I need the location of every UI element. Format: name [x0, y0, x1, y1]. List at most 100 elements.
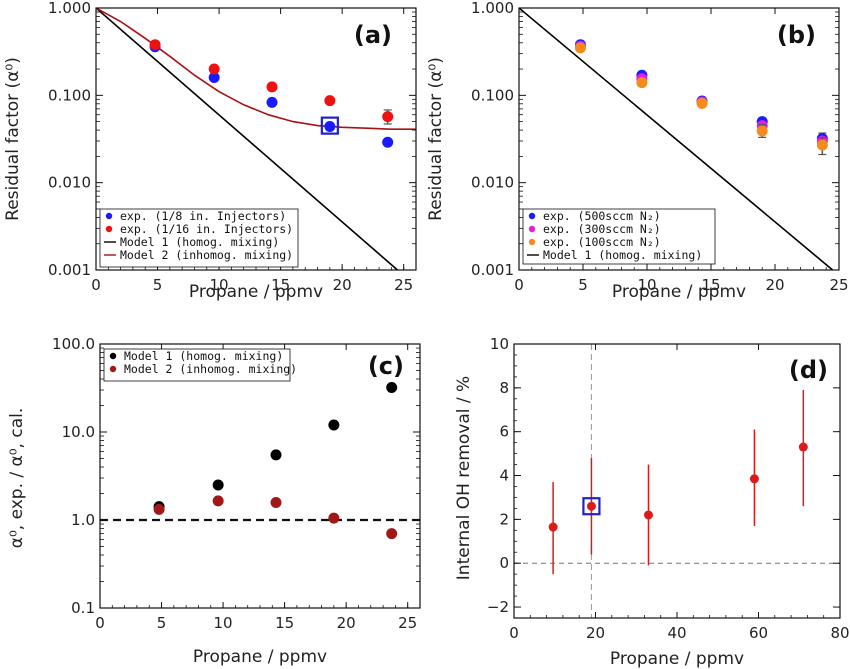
legend-label: Model 2 (inhomog. mixing) [124, 362, 297, 376]
data-point [756, 125, 768, 137]
x-tick-label: 15 [701, 276, 720, 294]
panel-b-legend-box [522, 208, 716, 265]
data-point [208, 72, 220, 84]
data-point [574, 42, 586, 54]
panel-b-ylabel: Residual factor (α⁰) [426, 57, 446, 221]
panel-c-label: (c) [368, 352, 404, 380]
data-point [586, 501, 596, 511]
legend-marker [105, 225, 113, 233]
legend-marker [528, 225, 536, 233]
x-tick-label: 0 [514, 276, 524, 294]
panel-c-ylabel: α⁰, exp. / α⁰, cal. [7, 408, 27, 549]
data-point [212, 479, 224, 491]
legend-marker [109, 365, 117, 373]
legend-label: exp. (500sccm N₂) [543, 209, 661, 223]
y-tick-label: 1.000 [48, 0, 91, 17]
legend-marker [105, 212, 113, 220]
panel-a-xlabel: Propane / ppmv [189, 282, 323, 302]
panel-b-marks [519, 8, 834, 270]
panel-d-marks [514, 344, 840, 618]
panel-b-ticks: 0 5 10 15 20 25 0.001 0.010 0.100 1.000 [471, 0, 849, 294]
panel-c-legend-box [103, 348, 291, 382]
series-line [519, 8, 834, 270]
y-tick-label: 1.0 [71, 511, 95, 529]
x-tick-label: 40 [667, 624, 686, 642]
panel-b-xlabel: Propane / ppmv [612, 282, 746, 302]
data-point [328, 512, 340, 524]
series-line [96, 8, 416, 130]
panel-d-label: (d) [789, 356, 828, 384]
data-point [153, 503, 165, 515]
y-tick-label: 4 [499, 467, 509, 485]
legend-marker [109, 352, 117, 360]
legend-marker [528, 212, 536, 220]
y-tick-label: 1.000 [471, 0, 514, 17]
panel-b-label: (b) [777, 21, 816, 49]
x-tick-label: 5 [153, 276, 163, 294]
y-tick-label: 10 [490, 335, 509, 353]
data-point [382, 136, 394, 148]
x-tick-label: 20 [337, 614, 356, 632]
panel-b-legend: exp. (500sccm N₂)exp. (300sccm N₂)exp. (… [522, 208, 716, 265]
legend-label: exp. (300sccm N₂) [543, 222, 661, 236]
x-tick-label: 10 [637, 276, 656, 294]
legend-label: Model 1 (homog. mixing) [120, 235, 279, 249]
data-point [270, 449, 282, 461]
legend-label: exp. (1/8 in. Injectors) [120, 209, 286, 223]
legend-label: Model 1 (homog. mixing) [124, 349, 283, 363]
data-point [266, 81, 278, 93]
legend-label: exp. (1/16 in. Injectors) [120, 222, 293, 236]
panel-a-legend: exp. (1/8 in. Injectors)exp. (1/16 in. I… [99, 208, 299, 268]
x-tick-label: 15 [275, 614, 294, 632]
x-tick-label: 20 [765, 276, 784, 294]
x-tick-label: 0 [91, 276, 101, 294]
data-point [212, 495, 224, 507]
y-tick-label: 8 [499, 379, 509, 397]
series-line [96, 8, 399, 270]
panel-c-frame [99, 343, 421, 609]
y-tick-label: −2 [487, 598, 509, 616]
panel-c-marks [100, 382, 420, 540]
panel-c-xlabel: Propane / ppmv [193, 647, 327, 667]
x-tick-label: 10 [214, 614, 233, 632]
data-point [548, 522, 558, 532]
panel-c-ticks: 0 5 10 15 20 25 0.1 1.0 10.0 100.0 [52, 335, 421, 632]
y-tick-label: 10.0 [62, 423, 95, 441]
x-tick-label: 0 [95, 614, 105, 632]
legend-label: Model 2 (inhomog. mixing) [120, 248, 293, 262]
panel-d-frame [513, 343, 841, 619]
x-tick-label: 25 [829, 276, 848, 294]
y-tick-label: 100.0 [52, 335, 95, 353]
x-tick-label: 5 [578, 276, 588, 294]
data-point [696, 97, 708, 109]
x-tick-label: 10 [210, 276, 229, 294]
x-tick-label: 25 [398, 614, 417, 632]
data-point [324, 95, 336, 107]
y-tick-label: 0.001 [48, 261, 91, 279]
y-tick-label: 0.010 [471, 174, 514, 192]
data-point [749, 474, 759, 484]
y-tick-label: 0 [499, 554, 509, 572]
panel-b: 0 5 10 15 20 25 0.001 0.010 0.100 1.000 (b) Propa… [426, 0, 849, 302]
data-point [816, 139, 828, 151]
data-point [636, 77, 648, 89]
data-point [382, 111, 394, 123]
y-tick-label: 6 [499, 423, 509, 441]
x-tick-label: 5 [157, 614, 167, 632]
y-tick-label: 0.001 [471, 261, 514, 279]
panel-b-frame [518, 7, 840, 271]
panel-a-legend-box [99, 208, 299, 268]
data-point [149, 39, 161, 51]
y-tick-label: 2 [499, 510, 509, 528]
y-tick-label: 0.100 [471, 86, 514, 104]
x-tick-label: 20 [333, 276, 352, 294]
y-tick-label: 0.010 [48, 174, 91, 192]
panel-d-xlabel: Propane / ppmv [610, 649, 744, 669]
x-tick-label: 80 [830, 624, 849, 642]
x-tick-label: 15 [271, 276, 290, 294]
legend-marker [528, 238, 536, 246]
panel-d-ylabel: Internal OH removal / % [454, 376, 474, 580]
